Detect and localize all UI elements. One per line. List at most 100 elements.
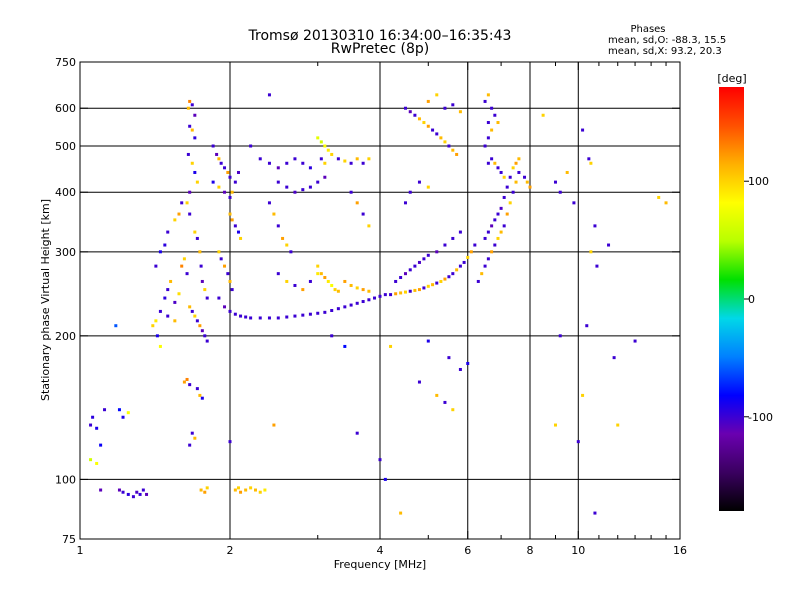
data-point: [389, 344, 393, 348]
data-point: [417, 380, 421, 384]
data-point: [553, 423, 557, 427]
data-point: [326, 148, 330, 152]
data-point: [616, 423, 620, 427]
data-point: [458, 367, 462, 371]
data-point: [117, 408, 121, 412]
data-point: [408, 190, 412, 194]
data-point: [200, 396, 204, 400]
data-point: [233, 312, 237, 316]
data-point: [426, 124, 430, 128]
data-point: [565, 170, 569, 174]
data-point: [399, 511, 403, 515]
data-point: [508, 201, 512, 205]
data-point: [581, 128, 585, 132]
x-tick-label: 8: [527, 544, 534, 557]
data-point: [496, 166, 500, 170]
data-point: [514, 180, 518, 184]
data-point: [367, 289, 371, 293]
data-point: [177, 292, 181, 296]
data-point: [258, 490, 262, 494]
phase-stats-o: mean, sd,O: -88.3, 15.5: [608, 35, 726, 46]
data-point: [585, 324, 589, 328]
data-point: [323, 175, 327, 179]
data-point: [155, 334, 159, 338]
data-point: [198, 250, 202, 254]
data-point: [99, 488, 103, 492]
data-point: [426, 253, 430, 257]
data-point: [323, 144, 327, 148]
data-point: [413, 264, 417, 268]
data-point: [394, 279, 398, 283]
data-point: [486, 93, 490, 97]
x-tick-label: 16: [673, 544, 687, 557]
data-point: [267, 93, 271, 97]
data-point: [230, 288, 234, 292]
x-tick-label: 6: [464, 544, 471, 557]
data-point: [203, 490, 207, 494]
data-point: [439, 136, 443, 140]
data-point: [276, 316, 280, 320]
x-tick-label: 10: [571, 544, 585, 557]
data-point: [95, 461, 99, 465]
data-point: [166, 288, 170, 292]
data-point: [493, 161, 497, 165]
data-point: [169, 279, 173, 283]
data-point: [249, 144, 253, 148]
data-point: [205, 486, 209, 490]
data-point: [195, 180, 199, 184]
data-point: [163, 296, 167, 300]
data-point: [272, 423, 276, 427]
data-point: [316, 311, 320, 315]
data-point: [502, 175, 506, 179]
data-point: [195, 319, 199, 323]
data-point: [263, 488, 267, 492]
data-point: [199, 264, 203, 268]
data-point: [253, 488, 257, 492]
data-point: [511, 190, 515, 194]
data-point: [185, 377, 189, 381]
data-point: [336, 289, 340, 293]
data-point: [473, 243, 477, 247]
data-point: [180, 264, 184, 268]
data-point: [211, 180, 215, 184]
data-point: [228, 440, 232, 444]
data-point: [505, 185, 509, 189]
x-axis-label: Frequency [MHz]: [334, 558, 426, 571]
data-point: [581, 393, 585, 397]
data-point: [435, 93, 439, 97]
data-point: [228, 175, 232, 179]
y-tick-label: 100: [55, 473, 76, 486]
data-point: [486, 161, 490, 165]
data-point: [330, 283, 334, 287]
data-point: [185, 201, 189, 205]
data-point: [239, 490, 243, 494]
data-point: [469, 250, 473, 254]
data-point: [403, 106, 407, 110]
y-tick-label: 75: [62, 533, 76, 546]
data-point: [249, 486, 253, 490]
data-point: [343, 305, 347, 309]
data-point: [336, 307, 340, 311]
axis-ticks: 1 2 4 6 8 10 16 75 100 200 300 400 500 600 750: [55, 56, 687, 557]
data-point: [173, 218, 177, 222]
data-point: [230, 190, 234, 194]
data-point: [349, 190, 353, 194]
data-point: [154, 319, 158, 323]
data-point: [399, 276, 403, 280]
data-point: [193, 113, 197, 117]
data-point: [435, 281, 439, 285]
data-point: [496, 121, 500, 125]
data-point: [89, 458, 93, 462]
data-point: [361, 288, 365, 292]
data-point: [496, 236, 500, 240]
data-point: [343, 279, 347, 283]
data-point: [333, 288, 337, 292]
data-point: [188, 443, 192, 447]
data-point: [158, 309, 162, 313]
y-tick-label: 300: [55, 246, 76, 259]
data-point: [408, 289, 412, 293]
data-point: [145, 492, 149, 496]
data-point: [188, 212, 192, 216]
data-point: [389, 293, 393, 297]
data-point: [267, 161, 271, 165]
